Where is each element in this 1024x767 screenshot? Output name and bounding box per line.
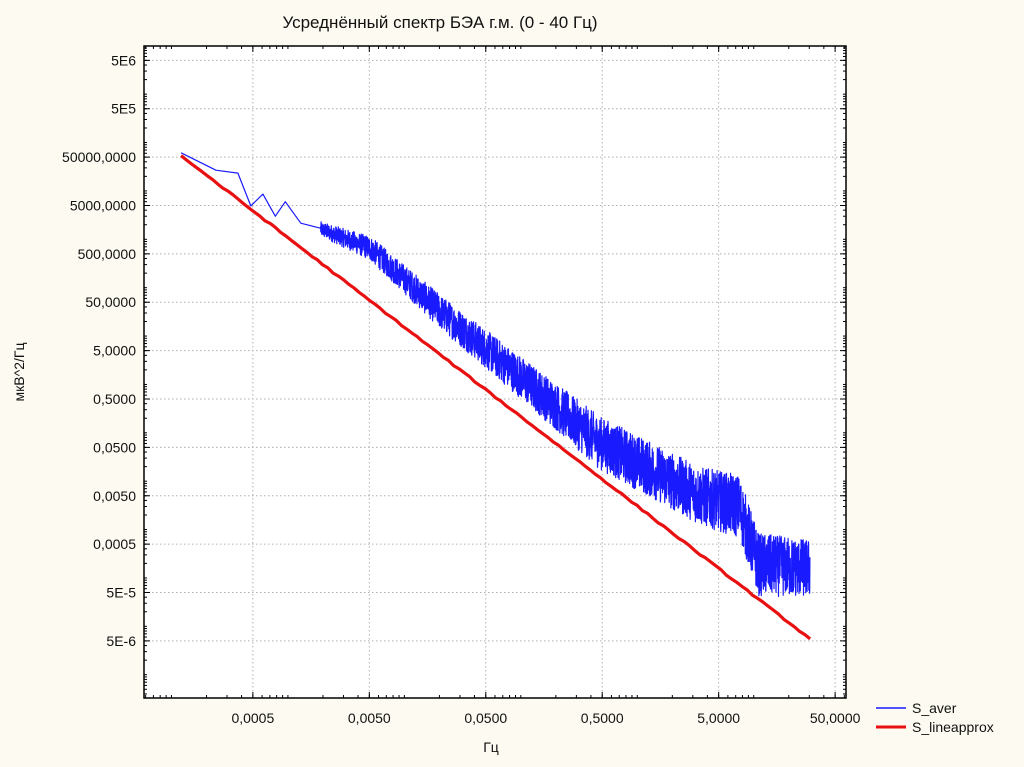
y-tick-label: 5E-5 [106,585,136,601]
y-tick-label: 50000,0000 [62,149,136,165]
legend-label-s-aver: S_aver [912,700,957,716]
series-layer [180,152,812,641]
chart-title: Усреднённый спектр БЭА г.м. (0 - 40 Гц) [282,13,597,32]
grid [144,46,846,698]
y-tick-label: 0,0500 [93,439,136,455]
y-tick-label: 5,0000 [93,343,136,359]
plot-area [144,46,846,698]
x-tick-label: 0,0005 [231,710,274,726]
x-tick-labels: 0,0005 0,0050 0,0500 0,5000 5,0000 50,0000 [231,710,860,726]
y-tick-label: 5E5 [111,101,136,117]
series-s-aver-line [180,152,811,597]
y-tick-label: 500,0000 [78,246,137,262]
y-tick-label: 0,0050 [93,488,136,504]
x-tick-label: 5,0000 [697,710,740,726]
legend: S_aver S_lineapprox [876,700,994,735]
y-tick-label: 5E-6 [106,633,136,649]
x-tick-label: 0,5000 [581,710,624,726]
y-axis-label: мкВ^2/Гц [11,343,27,402]
y-tick-label: 0,5000 [93,391,136,407]
minor-ticks [144,46,846,698]
x-tick-label: 0,0050 [348,710,391,726]
y-tick-labels: 5E6 5E5 50000,0000 5000,0000 500,0000 50,0000… [62,52,136,649]
y-tick-label: 5E6 [111,52,136,68]
x-tick-label: 0,0500 [464,710,507,726]
y-tick-label: 0,0005 [93,536,136,552]
y-tick-label: 50,0000 [85,294,136,310]
legend-label-s-lineapprox: S_lineapprox [912,719,994,735]
y-tick-label: 5000,0000 [70,197,136,213]
x-tick-label: 50,0000 [810,710,861,726]
series-s-lineapprox-line [180,154,812,641]
x-axis-label: Гц [483,739,499,755]
